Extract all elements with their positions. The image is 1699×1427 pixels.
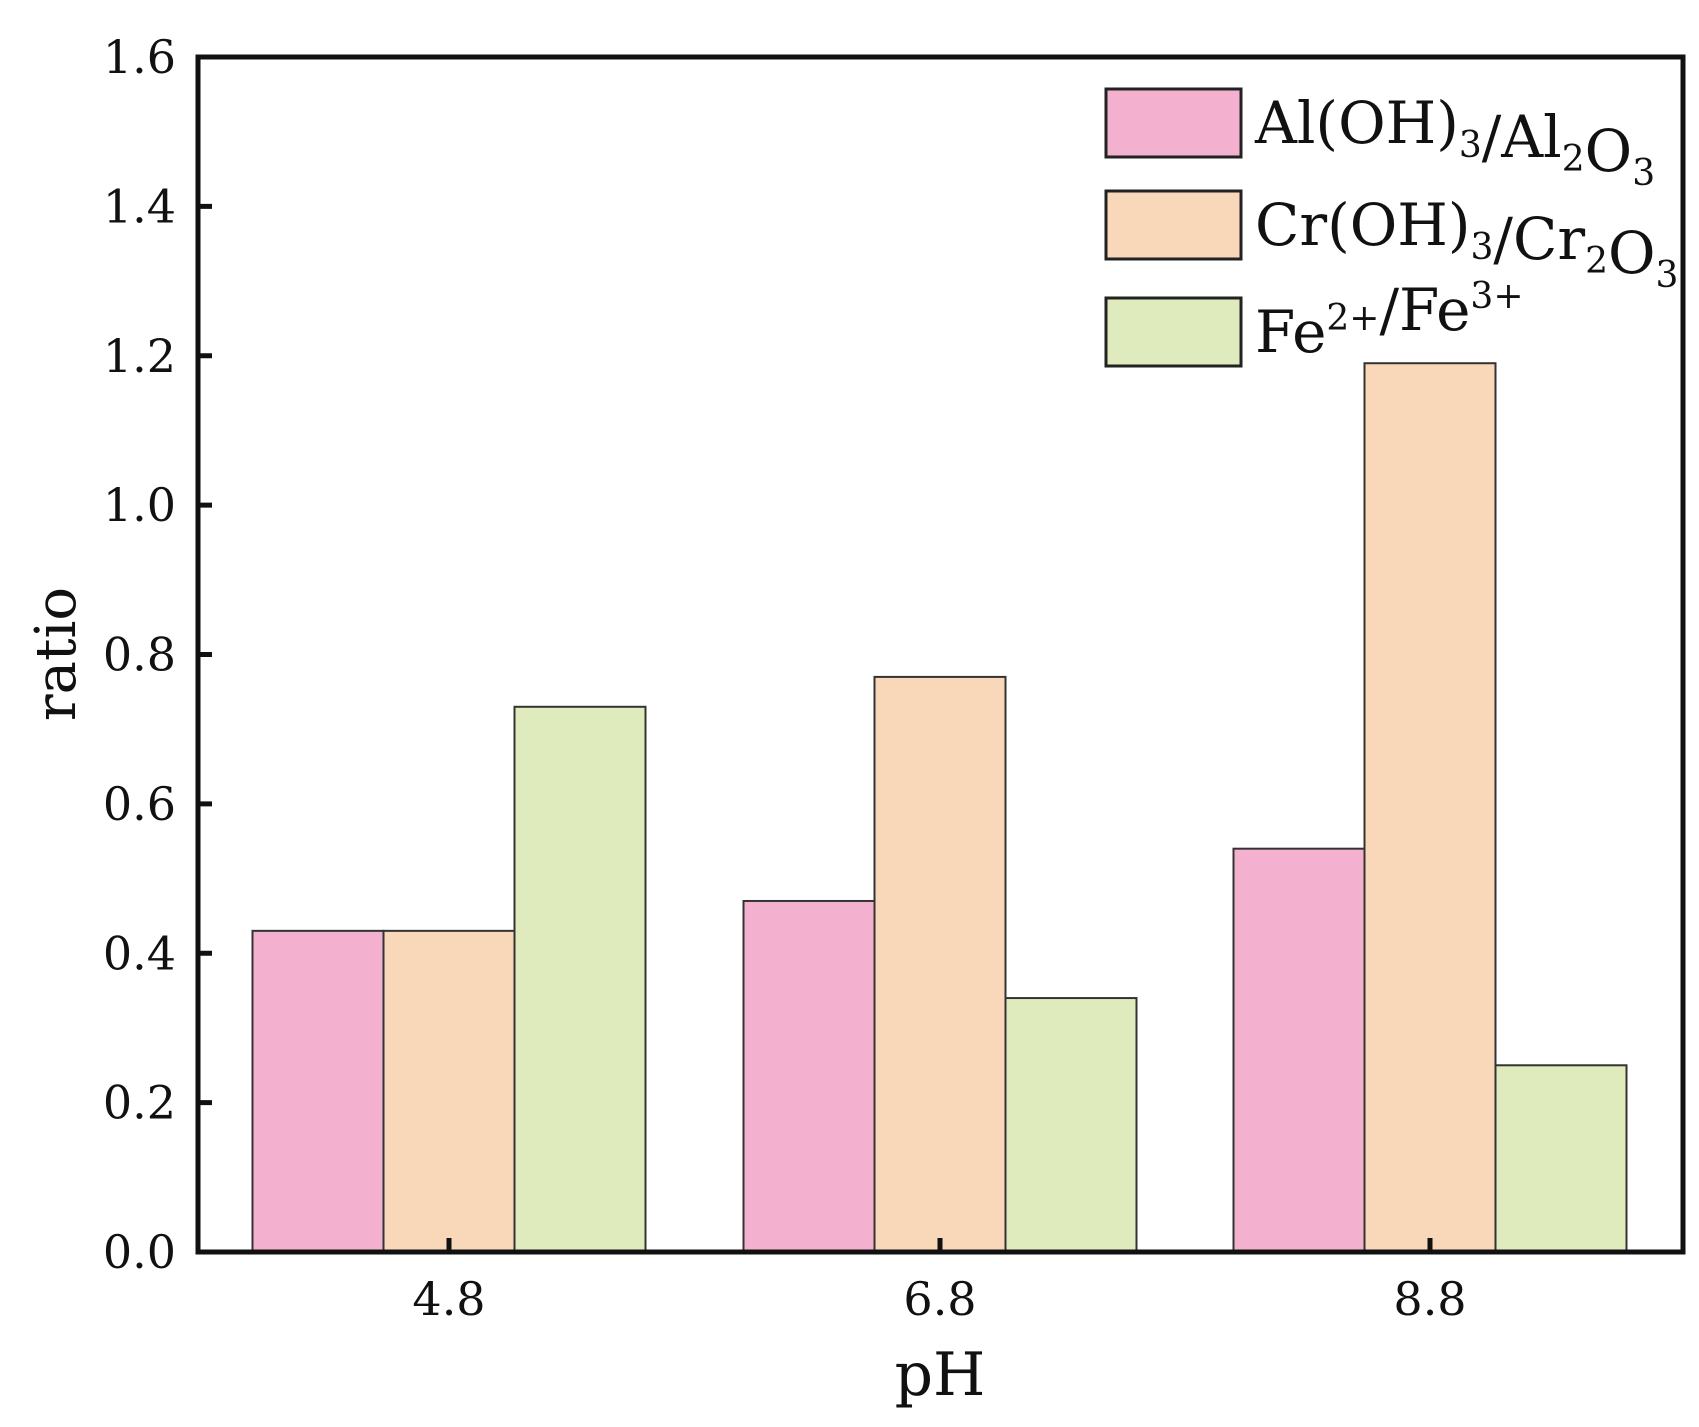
legend-label-2: Cr(OH)3/Cr2O3 bbox=[1255, 191, 1678, 296]
x-tick-label: 8.8 bbox=[1393, 1272, 1466, 1326]
y-tick-label: 1.2 bbox=[103, 329, 176, 383]
y-tick-label: 0.6 bbox=[103, 777, 176, 831]
legend-swatch-3 bbox=[1104, 296, 1243, 368]
x-tick-label: 6.8 bbox=[903, 1272, 976, 1326]
legend-label-1: Al(OH)3/Al2O3 bbox=[1254, 89, 1655, 194]
axis-ticks: 0.0 0.2 0.4 0.6 0.8 1.0 1.2 1.4 1.6 4.8 6.8 8.8 bbox=[103, 30, 1467, 1326]
y-tick-label: 1.0 bbox=[103, 478, 176, 532]
x-tick-label: 4.8 bbox=[412, 1272, 485, 1326]
y-tick-label: 1.4 bbox=[103, 179, 176, 233]
y-tick-label: 0.8 bbox=[103, 628, 176, 682]
bar-1-6.8 bbox=[742, 899, 876, 1253]
legend-label-3: Fe2+/Fe3+ bbox=[1255, 276, 1524, 366]
y-tick-label: 1.6 bbox=[103, 30, 176, 84]
legend-swatch-1 bbox=[1104, 87, 1243, 159]
bar-3-4.8 bbox=[513, 705, 647, 1253]
legend-swatch-2 bbox=[1104, 189, 1243, 261]
bar-3-6.8 bbox=[1004, 997, 1138, 1253]
y-tick-label: 0.4 bbox=[103, 926, 176, 980]
bar-1-8.8 bbox=[1232, 847, 1366, 1253]
bar-2-8.8 bbox=[1363, 362, 1497, 1253]
y-tick-label: 0.2 bbox=[103, 1076, 176, 1130]
bars bbox=[251, 362, 1628, 1253]
bar-2-4.8 bbox=[382, 929, 516, 1253]
x-axis-title: pH bbox=[895, 1340, 986, 1410]
bar-2-6.8 bbox=[873, 675, 1007, 1253]
y-axis-title: ratio bbox=[24, 587, 89, 721]
bar-3-8.8 bbox=[1494, 1064, 1628, 1253]
y-tick-label: 0.0 bbox=[103, 1225, 176, 1279]
bar-1-4.8 bbox=[251, 929, 385, 1253]
